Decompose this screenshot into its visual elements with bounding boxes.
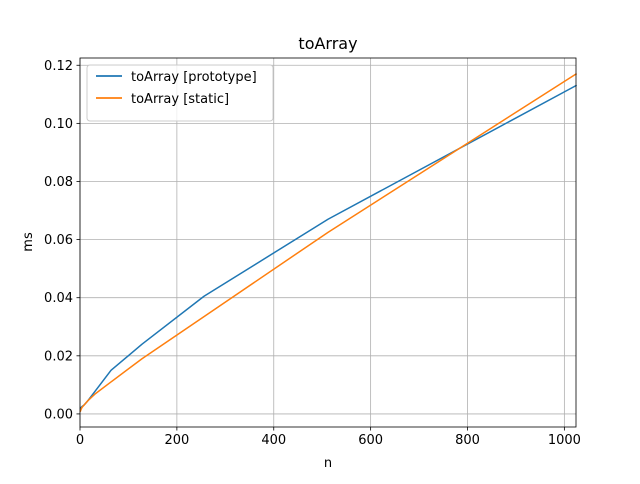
y-axis-label: ms xyxy=(21,232,36,252)
x-tick-label-4: 800 xyxy=(455,433,480,448)
axis-ticks: 0 200 400 600 800 1000 0.00 0.02 0.04 0.06 0.08 0.1… xyxy=(44,59,581,448)
y-tick-label-5: 0.10 xyxy=(44,117,73,132)
x-tick-label-1: 200 xyxy=(164,433,189,448)
legend-label-0: toArray [prototype] xyxy=(131,70,257,85)
x-tick-label-0: 0 xyxy=(76,433,84,448)
y-tick-label-4: 0.08 xyxy=(44,175,73,190)
x-axis-label: n xyxy=(324,456,332,471)
series-lines xyxy=(79,72,578,412)
chart-title: toArray xyxy=(298,34,357,53)
y-tick-label-1: 0.02 xyxy=(44,349,73,364)
legend-box xyxy=(86,64,274,122)
plot-frame xyxy=(79,57,577,428)
x-tick-label-3: 600 xyxy=(358,433,383,448)
y-tick-label-2: 0.04 xyxy=(44,291,73,306)
y-tick-label-3: 0.06 xyxy=(44,233,73,248)
series-line-1 xyxy=(79,72,578,412)
legend: toArray [prototype] toArray [static] xyxy=(86,64,274,122)
x-tick-label-5: 1000 xyxy=(548,433,581,448)
y-tick-label-6: 0.12 xyxy=(44,59,73,74)
legend-label-1: toArray [static] xyxy=(131,92,229,107)
x-tick-label-2: 400 xyxy=(261,433,286,448)
y-tick-label-0: 0.00 xyxy=(44,407,73,422)
